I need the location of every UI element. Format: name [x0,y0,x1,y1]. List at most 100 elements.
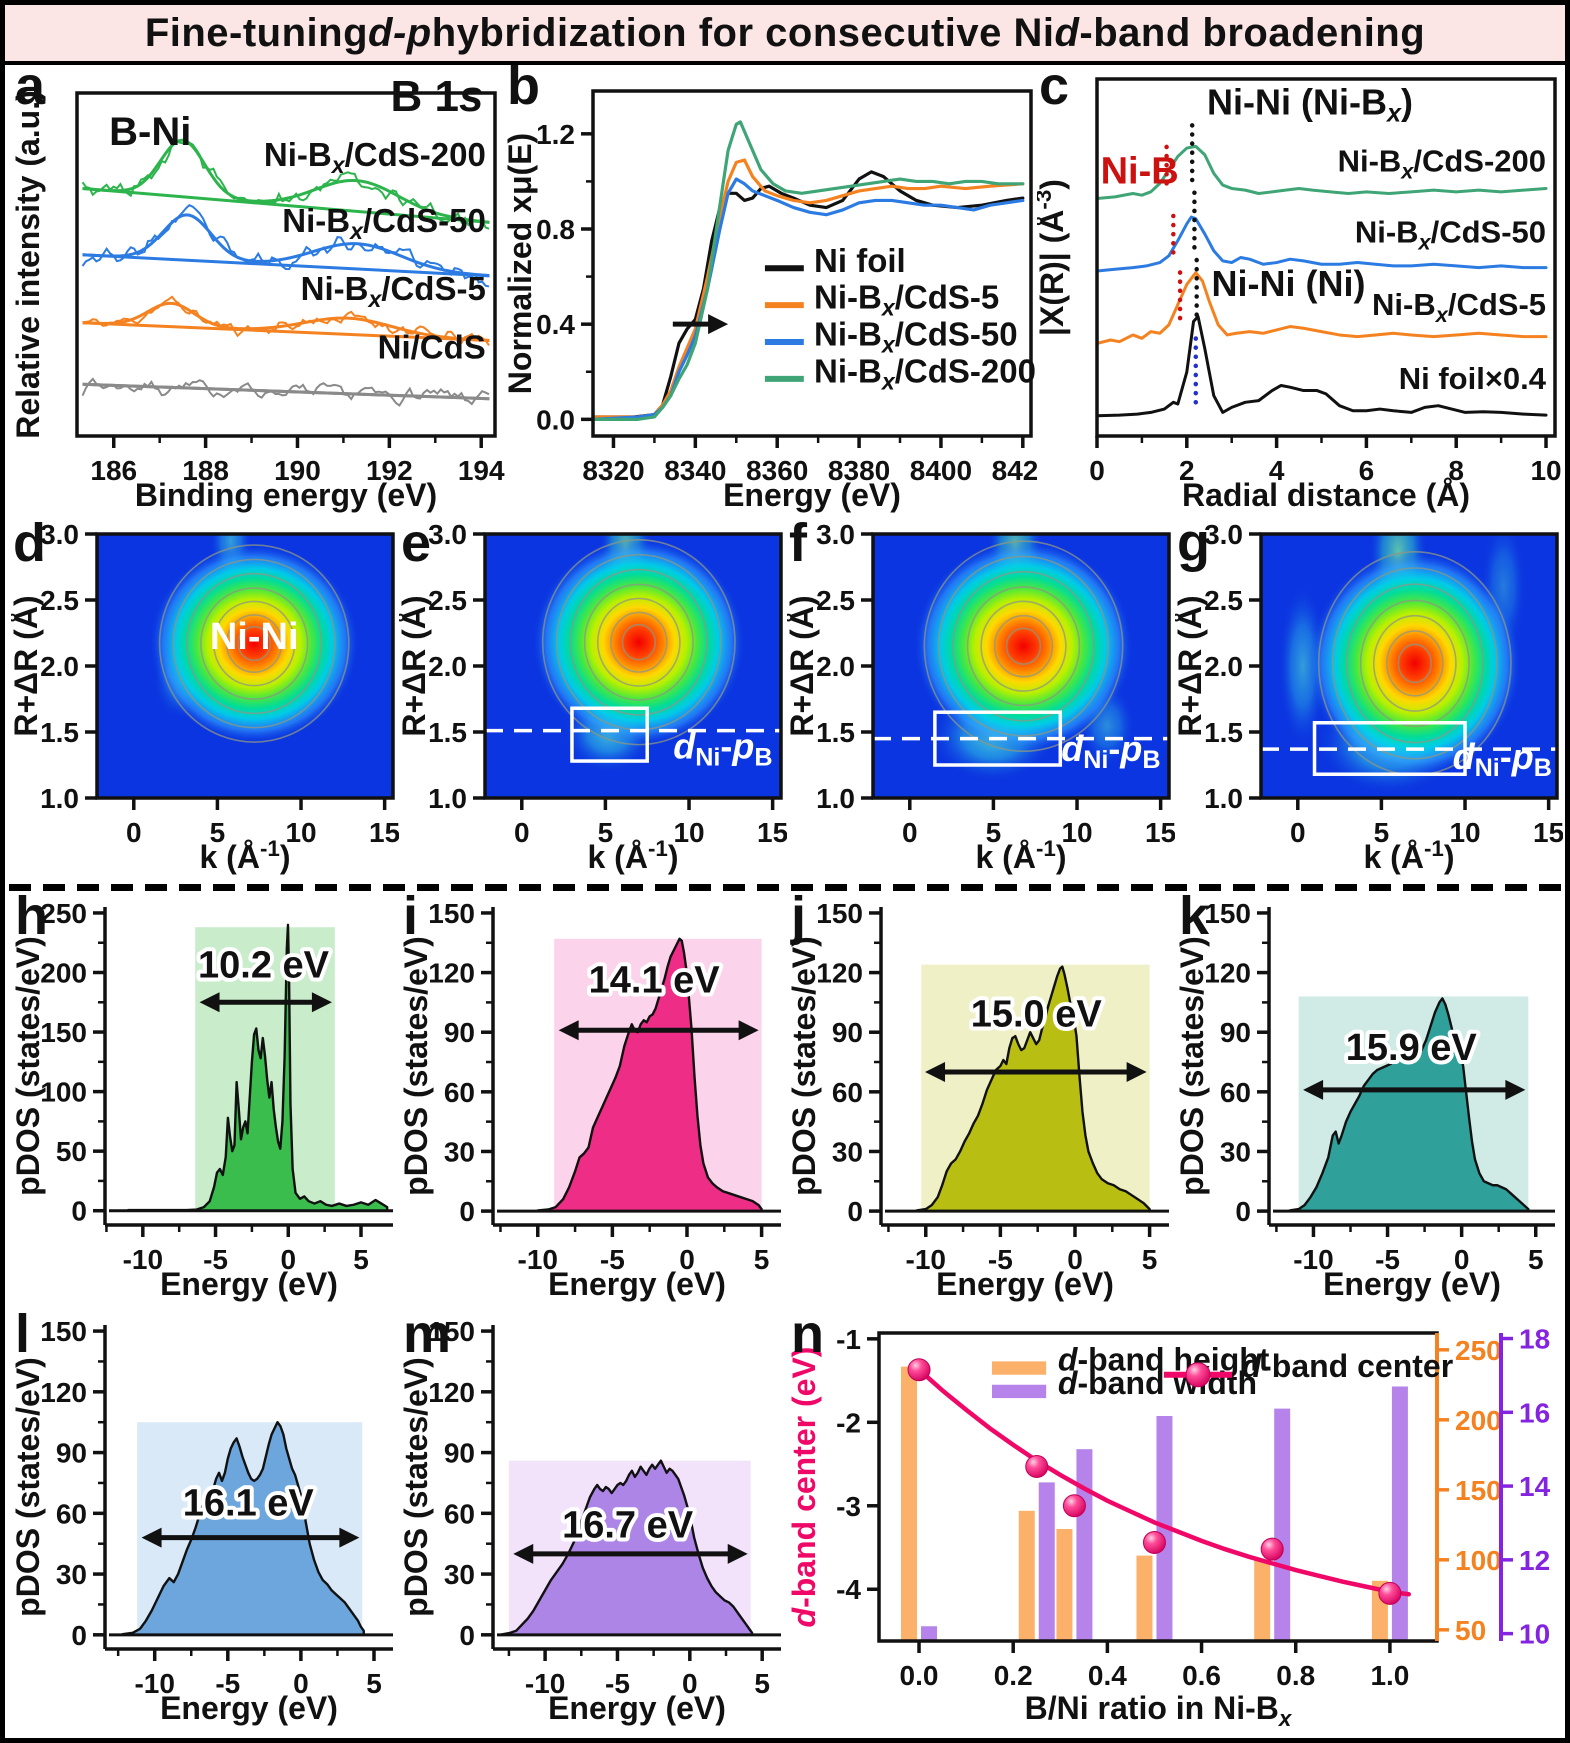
bar-d-band-width [921,1626,938,1641]
x-tick-label: -10 [134,1668,174,1699]
y-tick-label: 1.0 [1204,783,1243,814]
panel-i: i -10 -5 0 5 0 30 60 90 120 150 Energy (eV) pDOS (st… [401,889,789,1309]
series-j-0 [915,965,1151,1213]
y-tick-label: 60 [444,1077,475,1108]
x-tick-label: 5 [986,817,1002,848]
y-tick-label: 0 [459,1620,475,1651]
bar-d-band-width [1038,1482,1055,1641]
annotation: Ni/CdS [378,328,486,365]
plot-area-m [497,1459,781,1637]
panel-c: c 0 2 4 6 8 10 Radial distance (Å) |X(R)| (Å-3) N… [1037,59,1563,520]
xps-raw-a-2 [81,204,490,288]
annotation: 16.1 eV [183,1482,315,1524]
xps-raw-a-0 [81,377,490,407]
x-tick-label: -10 [1293,1244,1333,1275]
y-tick-label: 60 [832,1077,863,1108]
annotation: Ni foil [814,242,906,279]
y-tick-label: 0.4 [536,309,575,340]
annotation: Ni-Bx/CdS-50 [1355,214,1546,254]
y-tick-label: 1.0 [816,783,855,814]
annotation: Ni-B [1101,150,1179,192]
x-tick-label: 5 [210,817,226,848]
x-tick-label: -5 [988,1244,1013,1275]
series-i-0 [536,937,763,1213]
annotation: B-Ni [109,110,191,154]
y-tick-label: 60 [56,1498,87,1529]
heatmap-hotspot [914,540,1133,752]
chart-f: 0 5 10 15 1.0 1.5 2.0 2.5 3.0 k (Å-1) R+ΔR (Å) dNi-… [787,520,1175,875]
panel-f: f 0 5 10 15 1.0 1.5 2.0 2.5 3.0 k (Å-1) R+ΔR (Å) dNi… [787,516,1175,882]
annotation: Ni-Bx/CdS-200 [1338,144,1546,184]
xlabel-k: Energy (eV) [1323,1266,1501,1302]
y-tick-label: 150 [1204,898,1251,929]
axes-frame [1095,77,1557,438]
panel-k-letter: k [1179,886,1210,946]
bar-d-band-height [1018,1510,1035,1641]
x-tick-label: 5 [1528,1244,1544,1275]
x-tick-label: 0 [679,1244,695,1275]
series-k-0 [1288,997,1530,1213]
x-tick-label: 8320 [582,455,644,486]
panel-l: l -10 -5 0 5 0 30 60 90 120 150 Energy (eV) pDOS (st… [13,1307,401,1733]
xlabel-b: Energy (eV) [723,477,901,513]
ylabel-b: Normalized xμ(E) [505,133,538,394]
y-tick-label: 90 [56,1438,87,1469]
x-tick-label: 194 [458,455,505,486]
y-tick-label: 150 [40,1017,87,1048]
y-tick-label: 200 [40,958,87,989]
panel-a-letter: a [15,56,46,116]
xlabel-j: Energy (eV) [936,1266,1114,1302]
bar-d-band-width [1274,1408,1291,1641]
y-tick-label: 120 [1204,958,1251,989]
series-c-2 [1097,215,1548,273]
row-divider [9,884,1561,891]
y2-tick-label: 150 [1455,1475,1502,1506]
x-tick-label: 0 [1454,1244,1470,1275]
annotation: Ni foil×0.4 [1399,361,1547,396]
ylabel-c: |X(R)| (Å-3) [1037,179,1070,336]
ylabel-k: pDOS (states/eV) [1177,936,1210,1196]
panel-h: h -10 -5 0 5 0 50 100 150 200 250 Energy (eV) pDOS (… [13,889,401,1309]
dband-center-point [1062,1494,1086,1518]
panel-i-letter: i [403,886,419,946]
x-tick-label: 4 [1269,455,1285,486]
annotation: Ni-Bx/CdS-200 [814,352,1036,394]
x-tick-label: 10 [285,817,316,848]
y-tick-label: 120 [816,958,863,989]
annotation: d-band center [1242,1348,1454,1384]
panel-a: a 186 188 190 192 194 Binding energy (eV) Relat… [13,59,505,520]
panel-m-letter: m [403,1304,452,1364]
series-l-0 [121,1421,365,1637]
bar-d-band-height [1056,1529,1073,1641]
heatmap-hotspot [1309,551,1521,776]
annotation: dNi-pB [1453,736,1552,782]
axes-frame [75,91,497,438]
x-tick-label: -5 [203,1244,228,1275]
y-tick-label: 2.0 [1204,651,1243,682]
chart-g: 0 5 10 15 1.0 1.5 2.0 2.5 3.0 k (Å-1) R+ΔR (Å) dNi-… [1175,520,1563,875]
chart-m: -10 -5 0 5 0 30 60 90 120 150 Energy (eV) pDOS (sta… [401,1316,781,1726]
xlabel-g: k (Å-1) [1363,836,1454,875]
dband-center-point [907,1358,931,1382]
annotation: Ni-Bx/CdS-5 [1372,287,1546,327]
y-tick-label: 2.0 [40,651,79,682]
ylabel-n: d-band center (eV) [789,1347,822,1628]
y-tick-label: 3.0 [816,520,855,550]
x-tick-label: -5 [600,1244,625,1275]
x-tick-label: 5 [353,1244,369,1275]
y-tick-label: 2.5 [1204,585,1243,616]
y-tick-label: 2.5 [40,585,79,616]
ylabel-i: pDOS (states/eV) [401,936,434,1196]
series-b-3 [593,120,1025,421]
dnb-highlight-box [570,706,649,763]
y-tick-label: 120 [40,1377,87,1408]
annotation: 15.9 eV [1346,1027,1478,1069]
y-tick-label: 3.0 [40,520,79,550]
x-tick-label: 15 [1145,817,1175,848]
chart-i: -10 -5 0 5 0 30 60 90 120 150 Energy (eV) pDOS (sta… [401,898,781,1302]
y-tick-label: 120 [428,958,475,989]
annotation: Ni-Bx/CdS-5 [301,270,486,312]
x-tick-label: 5 [1374,817,1390,848]
